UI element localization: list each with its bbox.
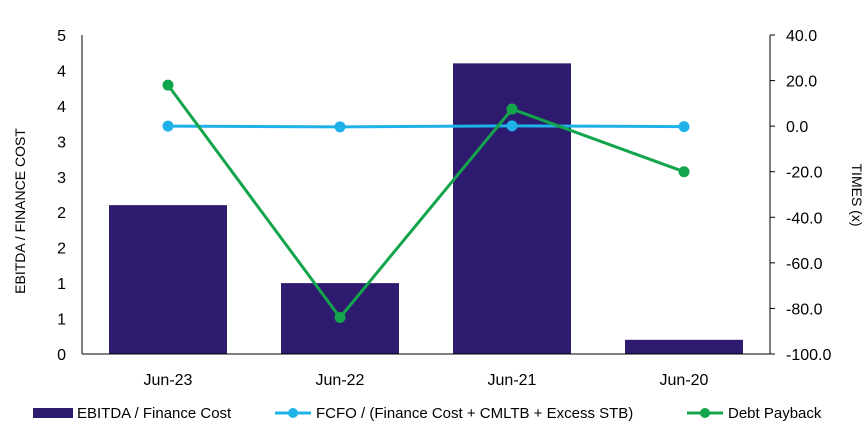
right-axis-title: TIMES (x) [849, 164, 864, 227]
right-tick-label: 20.0 [786, 74, 817, 91]
x-axis-ticks: Jun-23 Jun-22 Jun-21 Jun-20 [144, 372, 709, 389]
bar-jun-23 [109, 205, 227, 354]
left-axis-title: EBITDA / FINANCE COST [12, 128, 28, 294]
debt-payback-line [166, 84, 685, 320]
x-tick-label: Jun-23 [144, 372, 193, 389]
fcfo-point-jun-21 [506, 120, 518, 132]
debt-payback-point-jun-23 [162, 79, 174, 91]
right-tick-label: -40.0 [786, 210, 823, 227]
debt-payback-point-jun-22 [334, 312, 346, 324]
fcfo-point-jun-23 [162, 120, 174, 132]
x-tick-label: Jun-20 [660, 372, 709, 389]
legend-label: FCFO / (Finance Cost + CMLTB + Excess ST… [316, 405, 633, 422]
right-tick-label: 0.0 [786, 119, 808, 136]
left-tick-label: 0 [57, 347, 66, 364]
left-tick-label: 4 [57, 99, 66, 116]
right-tick-label: -20.0 [786, 165, 823, 182]
left-tick-label: 4 [57, 63, 66, 80]
left-axis-ticks: 0 1 1 2 2 3 3 4 4 5 [57, 28, 66, 364]
line-series [162, 79, 690, 324]
legend-marker [700, 408, 710, 418]
fcfo-point-jun-22 [334, 121, 346, 133]
legend-marker [288, 408, 298, 418]
right-axis-ticks: -100.0 -80.0 -60.0 -40.0 -20.0 0.0 20.0 40.0 [770, 28, 831, 364]
axes [81, 35, 771, 355]
x-tick-label: Jun-22 [316, 372, 365, 389]
left-tick-label: 1 [57, 312, 66, 329]
right-tick-label: 40.0 [786, 28, 817, 45]
legend-swatch [33, 408, 73, 418]
legend-label: EBITDA / Finance Cost [77, 405, 232, 422]
bar-jun-20 [625, 339, 743, 354]
legend-item-debt-payback: Debt Payback [687, 405, 822, 422]
left-tick-label: 1 [57, 276, 66, 293]
left-tick-label: 5 [57, 28, 66, 45]
left-tick-label: 2 [57, 205, 66, 222]
fcfo-line [167, 124, 685, 129]
fcfo-point-jun-20 [678, 121, 690, 133]
right-tick-label: -100.0 [786, 347, 831, 364]
legend-label: Debt Payback [728, 405, 822, 422]
debt-payback-point-jun-20 [678, 166, 690, 178]
x-tick-label: Jun-21 [488, 372, 537, 389]
left-tick-label: 3 [57, 170, 66, 187]
legend-item-fcfo: FCFO / (Finance Cost + CMLTB + Excess ST… [275, 405, 633, 422]
left-tick-label: 2 [57, 241, 66, 258]
debt-payback-point-jun-21 [506, 103, 518, 115]
left-tick-label: 3 [57, 134, 66, 151]
legend: EBITDA / Finance Cost FCFO / (Finance Cos… [33, 405, 822, 422]
bar-series [109, 63, 743, 354]
right-tick-label: -80.0 [786, 301, 823, 318]
legend-item-ebitda: EBITDA / Finance Cost [33, 405, 232, 422]
right-tick-label: -60.0 [786, 256, 823, 273]
